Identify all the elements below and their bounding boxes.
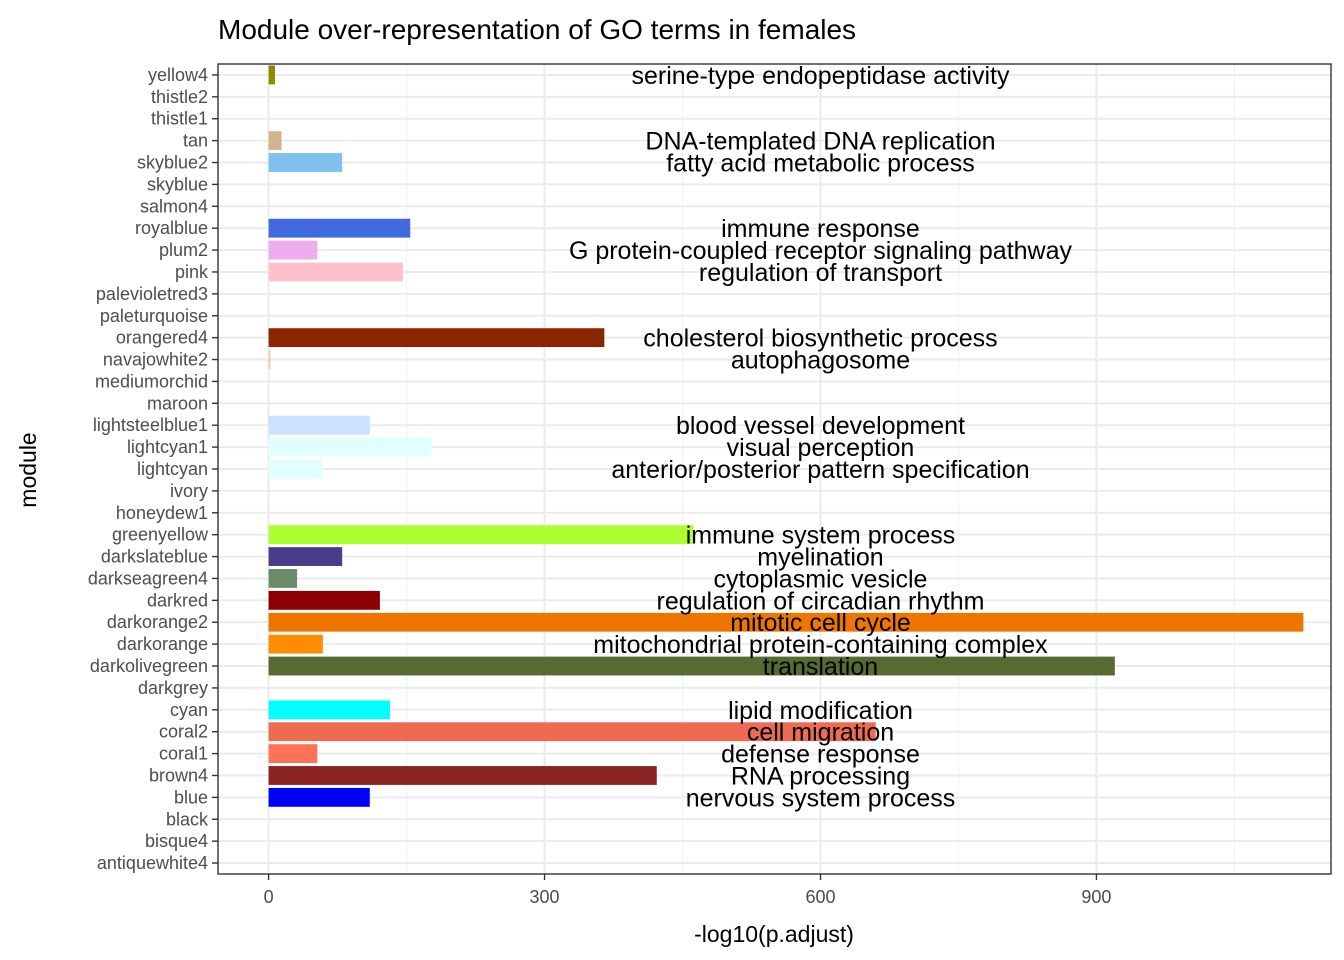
x-axis-ticks: 0 300 600 900 <box>264 874 1111 907</box>
y-tick-label: black <box>166 809 209 829</box>
term-label: RNA processing <box>731 762 910 790</box>
term-label: serine-type endopeptidase activity <box>631 62 1010 90</box>
x-tick-label: 600 <box>805 887 835 907</box>
bar-orangered4 <box>268 328 605 348</box>
term-label: cell migration <box>747 719 894 747</box>
y-tick-label: greenyellow <box>112 525 209 545</box>
bar-darkred <box>268 590 380 610</box>
y-tick-label: darkslateblue <box>101 547 208 567</box>
bar-darkorange <box>268 634 323 654</box>
bar-lightcyan <box>268 459 322 479</box>
y-tick-label: darkseagreen4 <box>88 568 208 588</box>
y-tick-label: mediumorchid <box>95 371 208 391</box>
term-label: mitochondrial protein-containing complex <box>593 631 1048 659</box>
y-axis-title: module <box>15 432 41 507</box>
y-tick-label: pink <box>175 262 209 282</box>
y-tick-label: plum2 <box>159 240 208 260</box>
y-tick-label: thistle2 <box>151 87 208 107</box>
y-tick-label: palevioletred3 <box>96 284 208 304</box>
term-label: cholesterol biosynthetic process <box>643 325 997 353</box>
bar-darkorange2 <box>268 612 1304 632</box>
bar-blue <box>268 787 370 807</box>
bar-yellow4 <box>268 65 276 85</box>
term-label: fatty acid metabolic process <box>666 150 974 178</box>
y-tick-label: lightcyan <box>137 459 208 479</box>
bar-tan <box>268 131 282 151</box>
y-tick-label: skyblue <box>147 174 208 194</box>
term-label: visual perception <box>727 434 915 462</box>
y-tick-label: antiquewhite4 <box>97 853 208 873</box>
x-tick-label: 0 <box>264 887 274 907</box>
term-label: regulation of transport <box>699 259 942 287</box>
term-label: blood vessel development <box>676 412 965 440</box>
bar-coral2 <box>268 722 876 742</box>
term-label: mitotic cell cycle <box>730 609 911 637</box>
y-tick-label: darkolivegreen <box>90 656 208 676</box>
term-label: defense response <box>721 741 920 769</box>
y-tick-label: maroon <box>147 393 208 413</box>
y-tick-label: yellow4 <box>148 65 208 85</box>
term-label: lipid modification <box>728 697 913 725</box>
bar-skyblue2 <box>268 153 343 172</box>
y-tick-label: navajowhite2 <box>103 350 208 370</box>
bar-darkseagreen4 <box>268 569 298 588</box>
y-tick-label: brown4 <box>149 765 208 785</box>
bar-plum2 <box>268 240 318 260</box>
y-tick-label: paleturquoise <box>100 306 208 326</box>
bar-cyan <box>268 700 391 720</box>
term-label: nervous system process <box>686 784 956 812</box>
y-tick-label: cyan <box>170 700 208 720</box>
y-tick-label: orangered4 <box>116 328 208 348</box>
y-tick-label: thistle1 <box>151 109 208 129</box>
y-tick-label: darkorange <box>117 634 208 654</box>
bar-greenyellow <box>268 525 694 545</box>
term-label: immune system process <box>686 522 956 550</box>
y-tick-label: blue <box>174 787 208 807</box>
y-tick-label: lightcyan1 <box>127 437 208 457</box>
bar-coral1 <box>268 744 318 764</box>
bar-navajowhite2 <box>268 350 271 369</box>
y-tick-label: royalblue <box>135 218 208 238</box>
term-label: regulation of circadian rhythm <box>657 587 985 615</box>
y-tick-label: darkgrey <box>138 678 208 698</box>
bar-darkslateblue <box>268 547 343 566</box>
term-label: anterior/posterior pattern specification <box>611 456 1029 484</box>
chart-title: Module over-representation of GO terms i… <box>218 14 856 45</box>
term-label: G protein-coupled receptor signaling pat… <box>569 237 1073 265</box>
bar-brown4 <box>268 766 657 785</box>
y-tick-label: ivory <box>170 481 208 501</box>
bar-royalblue <box>268 218 411 238</box>
term-label: immune response <box>721 215 920 243</box>
y-tick-label: tan <box>183 131 208 151</box>
y-tick-label: coral2 <box>159 722 208 742</box>
y-tick-label: salmon4 <box>140 196 208 216</box>
y-tick-label: bisque4 <box>145 831 208 851</box>
x-axis-title: -log10(p.adjust) <box>694 921 854 947</box>
term-label: cytoplasmic vesicle <box>714 565 928 593</box>
y-tick-label: honeydew1 <box>116 503 208 523</box>
grid-lines <box>218 64 1331 874</box>
term-label: DNA-templated DNA replication <box>645 128 995 156</box>
y-tick-label: coral1 <box>159 744 208 764</box>
term-label: autophagosome <box>731 347 910 375</box>
y-tick-label: skyblue2 <box>137 153 208 173</box>
term-label: translation <box>763 653 878 681</box>
x-tick-label: 900 <box>1081 887 1111 907</box>
bar-lightcyan1 <box>268 437 432 457</box>
y-axis-ticks: antiquewhite4bisque4blackbluebrown4coral… <box>88 65 218 873</box>
bars <box>268 65 1304 807</box>
bar-lightsteelblue1 <box>268 415 370 435</box>
x-tick-label: 300 <box>530 887 560 907</box>
term-label: myelination <box>757 544 883 572</box>
bar-darkolivegreen <box>268 656 1115 676</box>
y-tick-label: lightsteelblue1 <box>93 415 208 435</box>
y-tick-label: darkred <box>147 590 208 610</box>
bar-pink <box>268 262 403 282</box>
y-tick-label: darkorange2 <box>107 612 208 632</box>
